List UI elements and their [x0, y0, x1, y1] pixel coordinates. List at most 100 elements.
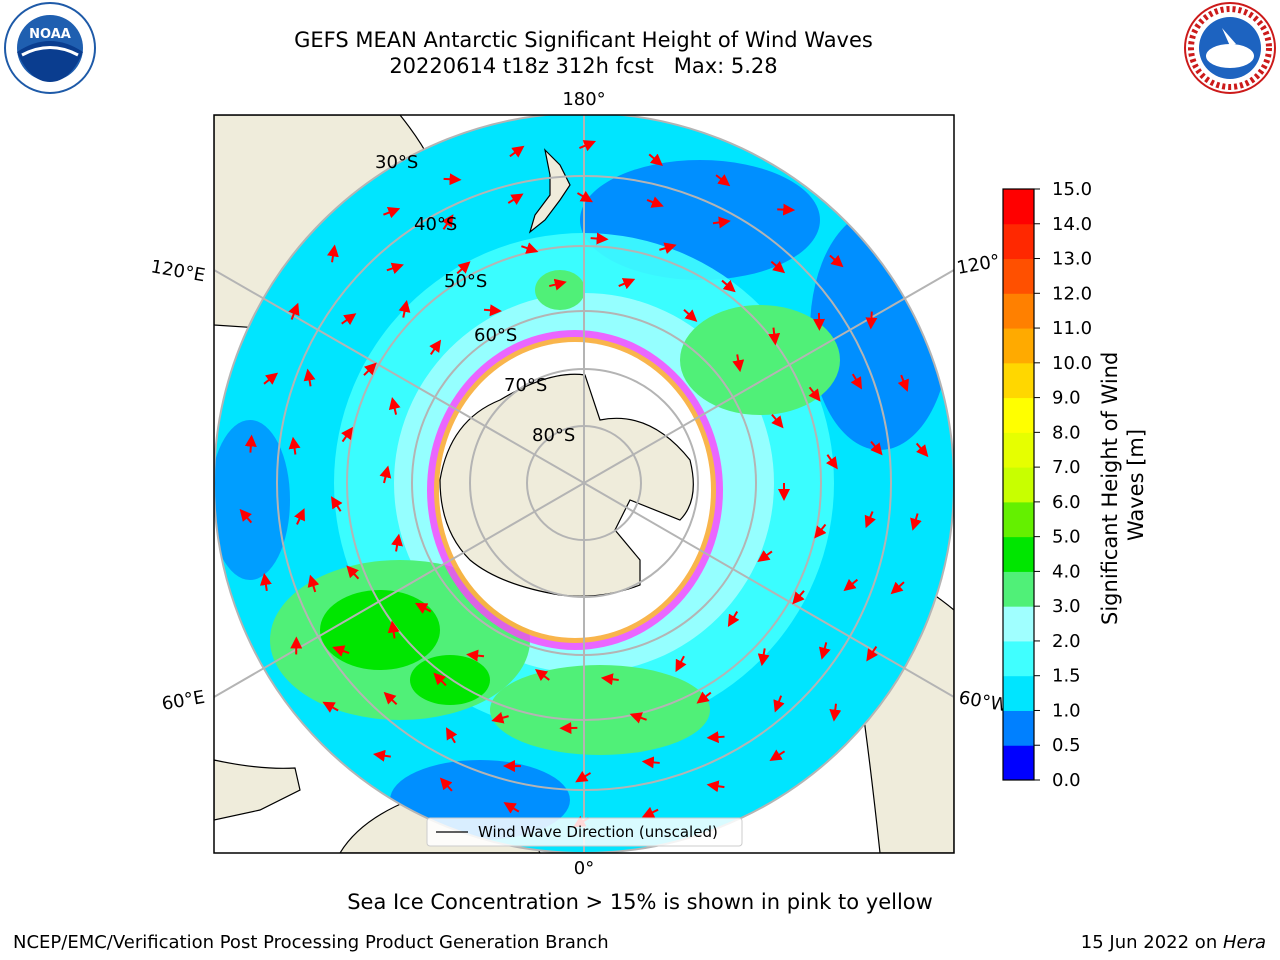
lat-label-40s: 40°S	[414, 214, 457, 235]
colorbar-swatch	[1003, 258, 1034, 294]
wave-direction-arrow	[641, 806, 659, 818]
colorbar-tick-label: 9.0	[1052, 388, 1081, 409]
footer-branch: NCEP/EMC/Verification Post Processing Pr…	[13, 932, 609, 953]
lat-label-60s: 60°S	[474, 325, 517, 346]
wave-direction-arrow	[814, 523, 827, 539]
wave-direction-arrow	[341, 313, 357, 326]
wave-direction-arrow	[327, 244, 339, 263]
wave-direction-arrow	[870, 440, 883, 456]
colorbar-swatch	[1003, 328, 1034, 364]
wave-direction-arrow	[332, 645, 350, 657]
colorbar-tick-label: 4.0	[1052, 561, 1081, 582]
wave-direction-arrow	[773, 695, 785, 713]
wave-direction-arrow	[303, 368, 316, 387]
wave-direction-arrow	[443, 173, 462, 186]
wave-direction-arrow	[259, 573, 272, 591]
wave-direction-arrow	[288, 436, 301, 455]
wave-direction-arrow	[288, 302, 300, 320]
title-line-1: GEFS MEAN Antarctic Significant Height o…	[294, 28, 873, 52]
lat-label-70s: 70°S	[504, 375, 547, 396]
wave-direction-arrow	[590, 232, 609, 245]
wave-direction-arrow	[330, 496, 343, 512]
wave-direction-arrow	[641, 756, 660, 769]
colorbar-tick-label: 15.0	[1052, 179, 1092, 200]
wave-direction-arrow	[387, 620, 400, 639]
wave-direction-arrow	[843, 578, 859, 592]
wave-direction-arrow	[507, 193, 524, 205]
lat-label-30s: 30°S	[375, 152, 418, 173]
lat-label-80s: 80°S	[532, 425, 575, 446]
wave-direction-arrow	[829, 703, 842, 722]
wave-direction-arrow	[398, 299, 411, 318]
colorbar-swatch	[1003, 571, 1034, 607]
colorbar-tick-label: 1.0	[1052, 700, 1081, 721]
footer-date: 15 Jun 2022 on Hera	[1081, 932, 1266, 953]
nws-logo	[1184, 2, 1276, 94]
colorbar-swatch	[1003, 432, 1034, 468]
noaa-logo-text: NOAA	[29, 27, 71, 42]
wave-direction-arrow	[509, 145, 525, 158]
lat-label-50s: 50°S	[444, 271, 487, 292]
colorbar-tick-label: 12.0	[1052, 283, 1092, 304]
wave-direction-arrow	[445, 727, 458, 744]
wave-direction-arrow	[483, 304, 502, 317]
colorbar-swatch	[1003, 397, 1034, 433]
wave-direction-arrow	[757, 550, 773, 562]
map-legend: Wind Wave Direction (unscaled)	[426, 817, 743, 847]
wave-direction-arrow	[439, 777, 453, 792]
colorbar-tick-label: 1.5	[1052, 666, 1081, 687]
map-legend-label: Wind Wave Direction (unscaled)	[478, 823, 718, 841]
colorbar-swatch	[1003, 501, 1034, 538]
wave-direction-arrow	[648, 153, 663, 167]
colorbar-swatch	[1003, 675, 1034, 711]
colorbar-swatch	[1003, 189, 1034, 225]
wave-direction-arrow	[768, 327, 781, 346]
wave-direction-arrow	[732, 354, 745, 373]
wave-direction-arrow	[383, 691, 398, 706]
colorbar-tick-label: 7.0	[1052, 457, 1081, 478]
wave-direction-arrow	[706, 780, 725, 793]
colorbar: 0.0 0.5 1.0 1.5 2.0 3.0 4.0 5.0 6.0 7.0 8.0 9.0 10.0…	[1002, 179, 1092, 791]
colorbar-swatch	[1003, 745, 1034, 781]
title-line-2: 20220614 t18z 312h fcst Max: 5.28	[389, 54, 778, 78]
wave-direction-arrow	[341, 426, 354, 443]
noaa-logo: NOAA	[4, 2, 96, 94]
colorbar-tick-label: 5.0	[1052, 527, 1081, 548]
lon-label-120e: 120°E	[149, 256, 207, 286]
wave-direction-arrow	[429, 339, 442, 356]
wave-direction-arrow	[388, 397, 401, 415]
wave-direction-arrow	[263, 372, 279, 385]
wave-direction-arrow	[696, 691, 712, 704]
wave-direction-arrow	[600, 673, 619, 686]
wave-direction-arrow	[864, 511, 876, 529]
colorbar-swatch	[1003, 710, 1034, 746]
wave-direction-arrow	[808, 386, 821, 402]
wave-direction-arrow	[441, 214, 454, 230]
wave-direction-arrow	[777, 203, 796, 216]
lon-label-120w: 120°	[955, 251, 1001, 279]
wave-direction-arrow	[792, 590, 805, 605]
wave-direction-arrow	[521, 242, 539, 254]
lon-label-60w: 60°W	[957, 687, 1010, 716]
madagascar-land	[214, 759, 301, 821]
wave-direction-arrow	[372, 749, 391, 762]
wind-wave-arrows	[239, 140, 929, 828]
footer-machine: Hera	[1222, 932, 1266, 953]
colorbar-tick-label: 3.0	[1052, 596, 1081, 617]
lon-label-0: 0°	[574, 858, 594, 879]
wave-direction-arrow	[415, 602, 432, 614]
wave-direction-arrow	[866, 645, 878, 662]
wave-direction-arrow	[706, 731, 725, 744]
wave-direction-arrow	[771, 413, 784, 429]
lon-label-60e: 60°E	[160, 687, 206, 715]
wave-direction-arrow	[363, 362, 377, 376]
wave-direction-arrow	[491, 711, 509, 724]
colorbar-swatch	[1003, 640, 1034, 677]
wave-direction-arrow	[433, 672, 447, 687]
new-zealand-land	[528, 148, 571, 234]
graticule	[214, 115, 954, 853]
colorbar-tick-label: 6.0	[1052, 492, 1081, 513]
wave-direction-arrow	[244, 434, 257, 453]
wave-direction-arrow	[549, 278, 567, 291]
wave-direction-arrow	[346, 565, 360, 580]
